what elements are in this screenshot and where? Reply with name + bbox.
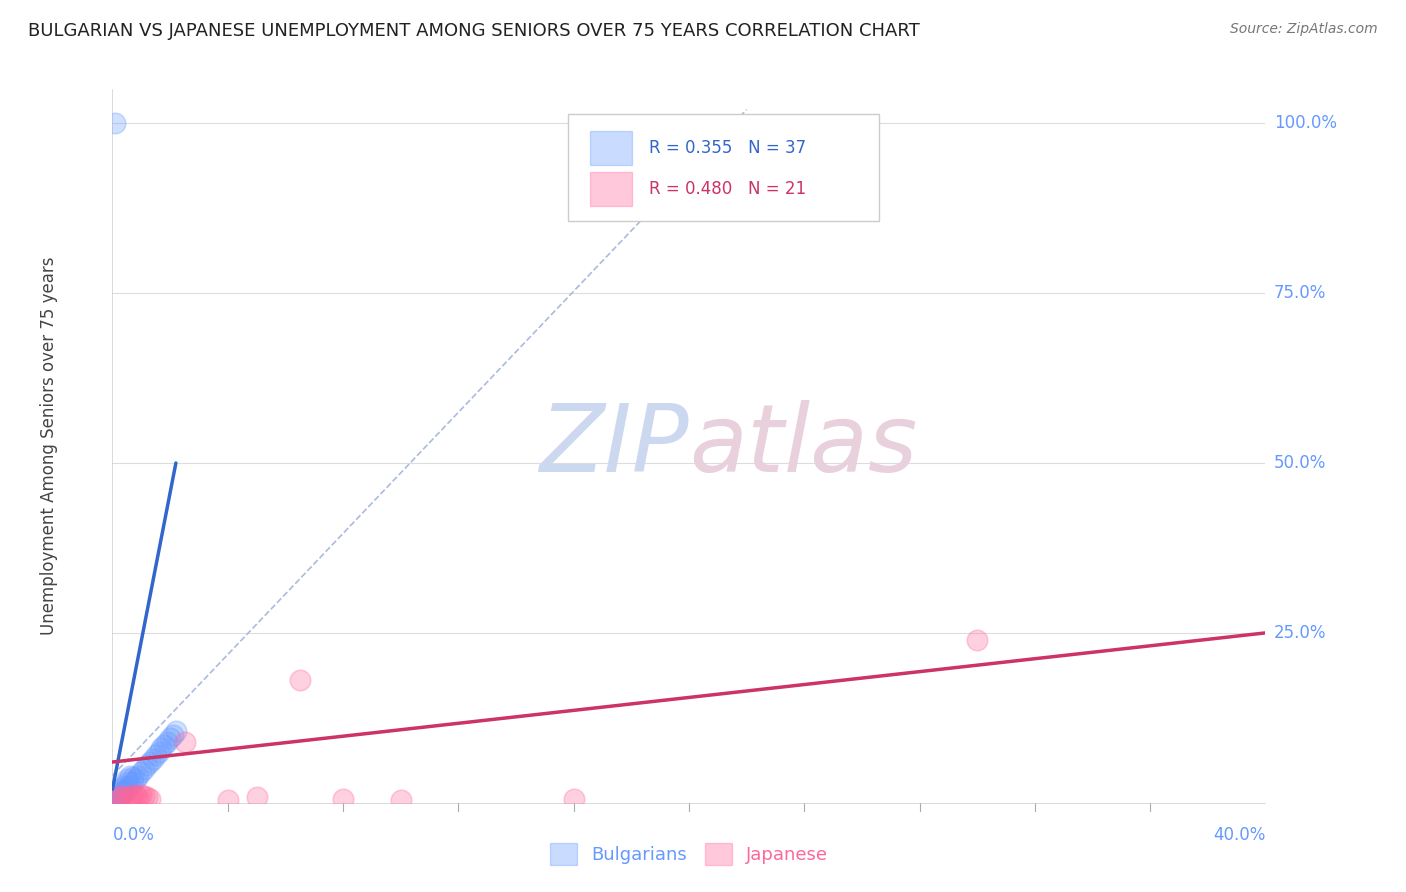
Point [104, 791, 127, 805]
Text: Source: ZipAtlas.com: Source: ZipAtlas.com [1230, 22, 1378, 37]
Point [134, 762, 156, 776]
Point [332, 792, 354, 806]
Point [110, 789, 132, 803]
Point [103, 792, 125, 806]
Text: 50.0%: 50.0% [1274, 454, 1326, 472]
Text: atlas: atlas [689, 401, 917, 491]
Point [121, 770, 143, 784]
Point [153, 738, 176, 752]
Point [110, 789, 132, 803]
Point [150, 741, 173, 756]
Point [107, 786, 129, 800]
Point [110, 787, 132, 801]
Point [104, 792, 127, 806]
Text: 0.0%: 0.0% [112, 826, 155, 844]
Point [156, 734, 179, 748]
FancyBboxPatch shape [589, 172, 633, 205]
Point [118, 769, 141, 783]
Point [105, 790, 128, 805]
Point [112, 790, 135, 805]
Text: Unemployment Among Seniors over 75 years: Unemployment Among Seniors over 75 years [39, 257, 58, 635]
Point [217, 793, 239, 807]
Point [115, 780, 138, 795]
Point [104, 116, 127, 130]
Point [148, 745, 170, 759]
Point [118, 789, 141, 803]
Point [127, 790, 149, 805]
Text: 100.0%: 100.0% [1274, 114, 1337, 132]
FancyBboxPatch shape [568, 114, 879, 221]
Text: R = 0.480   N = 21: R = 0.480 N = 21 [648, 180, 806, 198]
FancyBboxPatch shape [589, 131, 633, 165]
Text: 40.0%: 40.0% [1213, 826, 1265, 844]
Point [121, 788, 143, 802]
Point [127, 769, 149, 783]
Text: ZIP: ZIP [540, 401, 689, 491]
Point [124, 772, 146, 786]
Point [118, 779, 141, 793]
Point [115, 772, 138, 786]
Point [129, 788, 153, 802]
Point [562, 792, 585, 806]
Legend: Bulgarians, Japanese: Bulgarians, Japanese [543, 836, 835, 872]
Point [288, 673, 311, 688]
Text: 25.0%: 25.0% [1274, 624, 1326, 642]
Point [139, 791, 162, 805]
Point [112, 779, 135, 793]
Point [139, 755, 162, 769]
Point [110, 782, 132, 797]
Point [136, 790, 159, 805]
Point [110, 783, 132, 797]
Point [107, 788, 129, 802]
Point [115, 775, 138, 789]
Text: 75.0%: 75.0% [1274, 284, 1326, 302]
Point [107, 790, 129, 805]
Text: R = 0.355   N = 37: R = 0.355 N = 37 [648, 139, 806, 157]
Point [115, 791, 138, 805]
Point [162, 728, 184, 742]
Point [136, 758, 159, 772]
Point [129, 765, 153, 780]
Point [104, 789, 127, 803]
Point [159, 731, 181, 746]
Point [112, 783, 135, 797]
Point [142, 751, 165, 765]
Point [124, 789, 146, 803]
Text: BULGARIAN VS JAPANESE UNEMPLOYMENT AMONG SENIORS OVER 75 YEARS CORRELATION CHART: BULGARIAN VS JAPANESE UNEMPLOYMENT AMONG… [28, 22, 920, 40]
Point [173, 734, 195, 748]
Point [145, 748, 167, 763]
Point [389, 793, 412, 807]
Point [966, 632, 988, 647]
Point [246, 790, 269, 805]
Point [112, 786, 135, 800]
Point [165, 724, 187, 739]
Point [107, 791, 129, 805]
Point [134, 789, 156, 803]
Point [121, 775, 143, 789]
